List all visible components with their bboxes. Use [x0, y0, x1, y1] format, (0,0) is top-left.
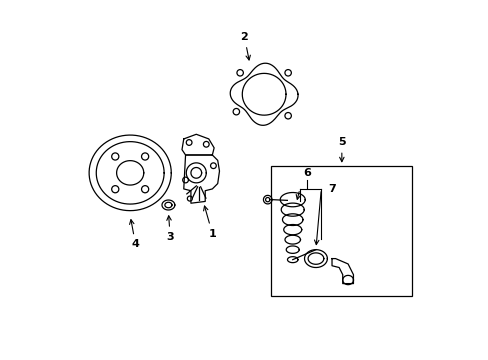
Text: 2: 2	[240, 32, 250, 60]
Polygon shape	[182, 134, 214, 155]
Text: 7: 7	[327, 184, 335, 194]
Bar	[271, 166, 411, 296]
Text: 6: 6	[303, 168, 310, 178]
Polygon shape	[331, 258, 353, 284]
Text: 3: 3	[166, 216, 174, 242]
Text: 1: 1	[203, 206, 216, 239]
Polygon shape	[183, 155, 219, 203]
Text: 4: 4	[129, 220, 139, 249]
Text: 5: 5	[337, 138, 345, 162]
